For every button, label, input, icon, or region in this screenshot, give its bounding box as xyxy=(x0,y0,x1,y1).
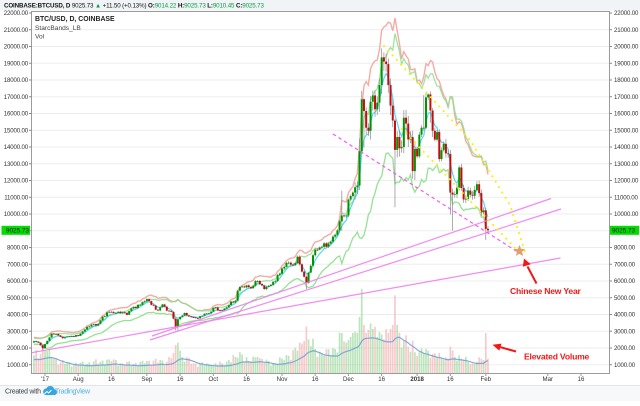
svg-text:BTC/USD, D, COINBASE: BTC/USD, D, COINBASE xyxy=(35,16,115,23)
svg-text:7000.00: 7000.00 xyxy=(614,261,636,268)
svg-text:Created with: Created with xyxy=(5,389,41,396)
svg-text:4000.00: 4000.00 xyxy=(7,312,29,319)
svg-text:Aug: Aug xyxy=(73,376,84,383)
svg-text:2000.00: 2000.00 xyxy=(614,345,636,352)
svg-text:22000.00: 22000.00 xyxy=(4,10,29,17)
svg-text:Oct: Oct xyxy=(209,376,219,383)
svg-text:6000.00: 6000.00 xyxy=(614,278,636,285)
svg-text:18000.00: 18000.00 xyxy=(614,77,639,84)
svg-text:21000.00: 21000.00 xyxy=(4,27,29,34)
svg-text:21000.00: 21000.00 xyxy=(614,27,639,34)
svg-text:16: 16 xyxy=(447,376,454,383)
svg-text:2018: 2018 xyxy=(410,376,424,383)
svg-text:Nov: Nov xyxy=(277,376,289,383)
svg-text:16: 16 xyxy=(378,376,385,383)
svg-text:Sep: Sep xyxy=(141,376,152,383)
svg-text:22000.00: 22000.00 xyxy=(614,10,639,17)
svg-text:6000.00: 6000.00 xyxy=(7,278,29,285)
svg-text:Elevated Volume: Elevated Volume xyxy=(524,352,590,362)
svg-text:14000.00: 14000.00 xyxy=(4,144,29,151)
svg-text:19000.00: 19000.00 xyxy=(4,60,29,67)
svg-text:16000.00: 16000.00 xyxy=(614,111,639,118)
svg-text:7000.00: 7000.00 xyxy=(7,261,29,268)
svg-text:16: 16 xyxy=(578,376,585,383)
svg-text:3000.00: 3000.00 xyxy=(614,328,636,335)
svg-text:'17: '17 xyxy=(41,376,50,383)
svg-text:11000.00: 11000.00 xyxy=(4,194,29,201)
svg-text:Mar: Mar xyxy=(543,376,554,383)
svg-text:12000.00: 12000.00 xyxy=(614,178,639,185)
svg-text:Feb: Feb xyxy=(481,376,492,383)
svg-text:11000.00: 11000.00 xyxy=(614,194,639,201)
svg-text:20000.00: 20000.00 xyxy=(4,44,29,51)
svg-text:TradingView: TradingView xyxy=(55,389,91,396)
svg-text:10000.00: 10000.00 xyxy=(4,211,29,218)
svg-text:16: 16 xyxy=(243,376,250,383)
svg-text:Vol: Vol xyxy=(35,34,45,41)
svg-text:COINBASE:BTCUSD, D 9025.73 ▲ +: COINBASE:BTCUSD, D 9025.73 ▲ +11.50 (+0.… xyxy=(4,2,264,9)
svg-text:12000.00: 12000.00 xyxy=(4,178,29,185)
svg-text:14000.00: 14000.00 xyxy=(614,144,639,151)
svg-text:19000.00: 19000.00 xyxy=(614,60,639,67)
svg-text:16000.00: 16000.00 xyxy=(4,111,29,118)
svg-text:5000.00: 5000.00 xyxy=(7,295,29,302)
svg-text:17000.00: 17000.00 xyxy=(4,94,29,101)
svg-text:16: 16 xyxy=(177,376,184,383)
svg-text:1000.00: 1000.00 xyxy=(7,362,29,369)
svg-text:15000.00: 15000.00 xyxy=(4,127,29,134)
svg-text:2000.00: 2000.00 xyxy=(7,345,29,352)
svg-text:9025.73: 9025.73 xyxy=(6,228,30,235)
svg-text:15000.00: 15000.00 xyxy=(614,127,639,134)
svg-text:18000.00: 18000.00 xyxy=(4,77,29,84)
svg-text:1000.00: 1000.00 xyxy=(614,362,636,369)
svg-text:13000.00: 13000.00 xyxy=(4,161,29,168)
svg-text:13000.00: 13000.00 xyxy=(614,161,639,168)
svg-text:16: 16 xyxy=(312,376,319,383)
svg-text:10000.00: 10000.00 xyxy=(614,211,639,218)
svg-text:20000.00: 20000.00 xyxy=(614,44,639,51)
svg-text:5000.00: 5000.00 xyxy=(614,295,636,302)
svg-text:Dec: Dec xyxy=(343,376,354,383)
svg-text:16: 16 xyxy=(108,376,115,383)
svg-text:4000.00: 4000.00 xyxy=(614,312,636,319)
svg-text:Chinese New Year: Chinese New Year xyxy=(510,286,582,296)
svg-text:StarcBands_LB: StarcBands_LB xyxy=(35,25,81,32)
svg-text:8000.00: 8000.00 xyxy=(7,245,29,252)
svg-text:9025.73: 9025.73 xyxy=(612,228,636,235)
svg-text:3000.00: 3000.00 xyxy=(7,328,29,335)
svg-text:17000.00: 17000.00 xyxy=(614,94,639,101)
svg-text:8000.00: 8000.00 xyxy=(614,245,636,252)
